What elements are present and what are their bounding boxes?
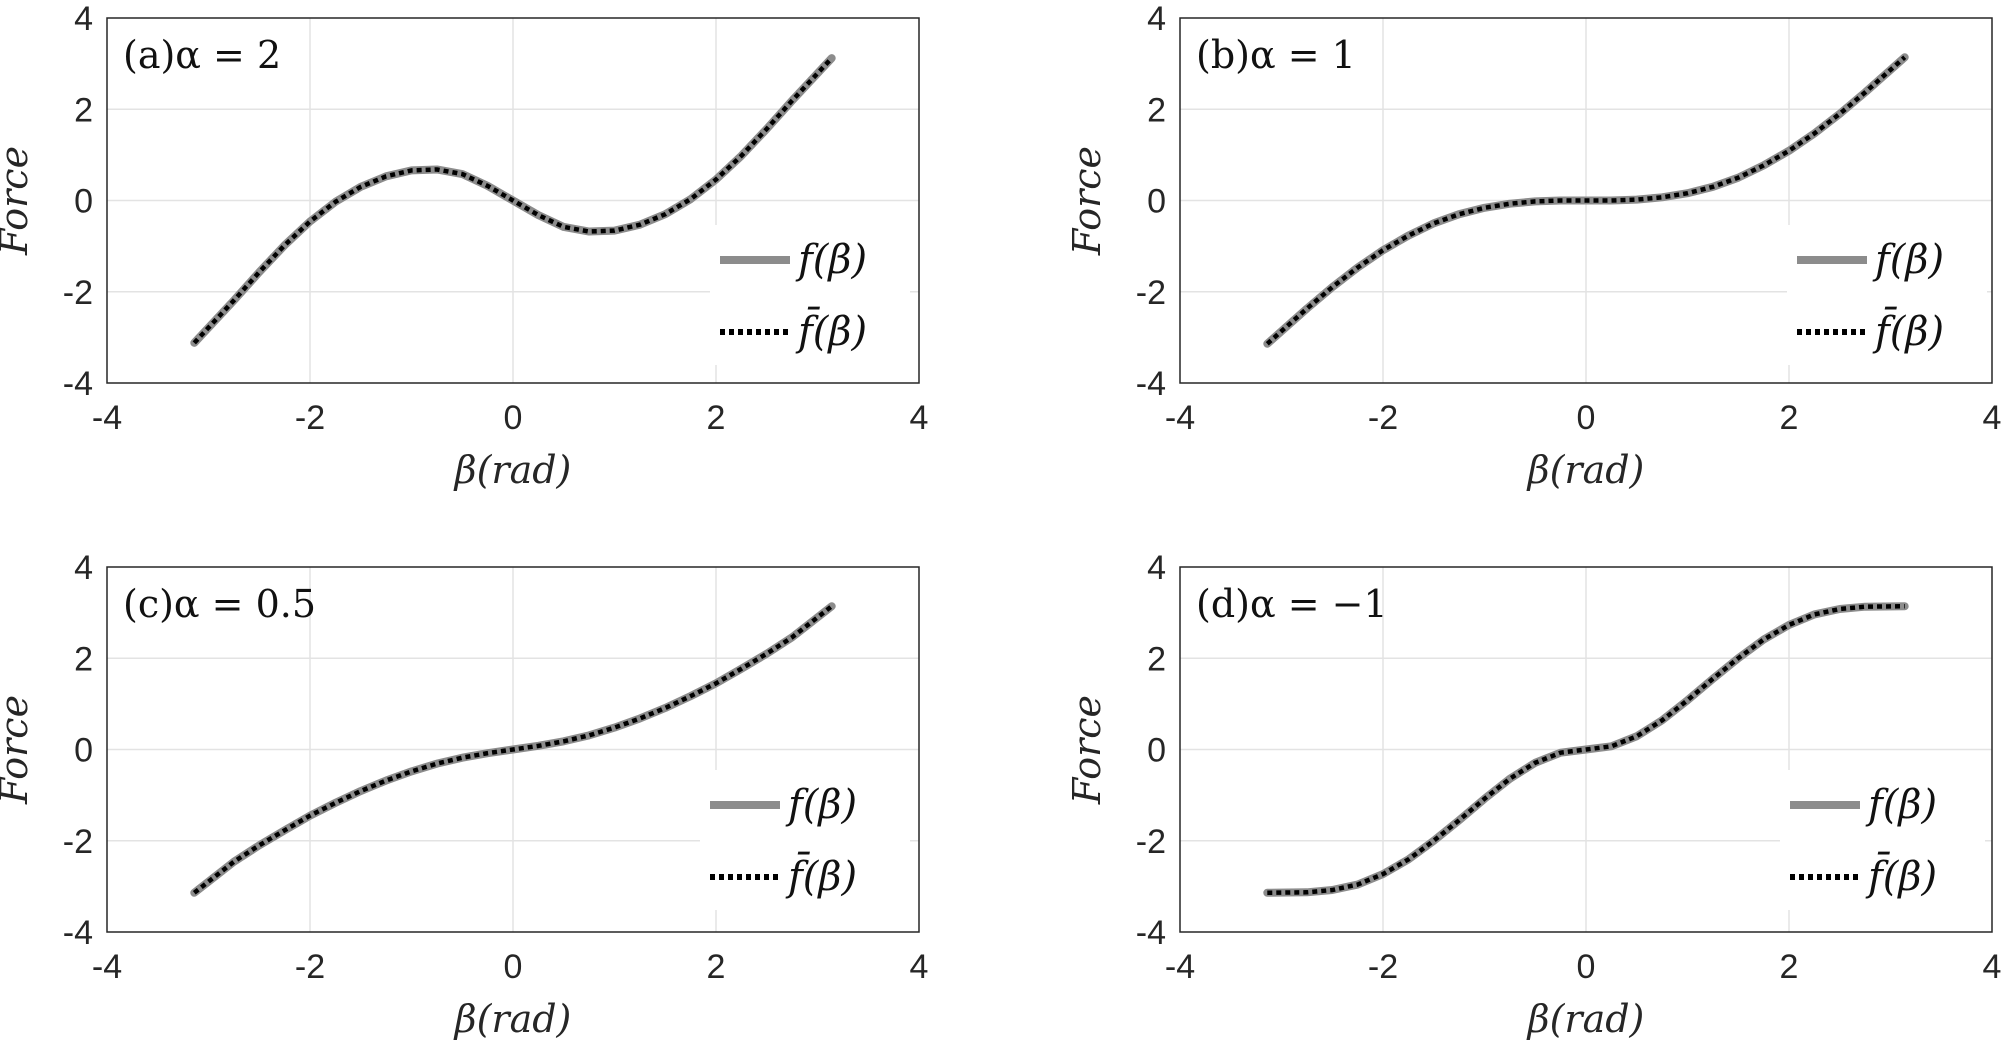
x-tick-label: -4 <box>92 399 122 437</box>
x-tick-label: 4 <box>1983 399 2002 437</box>
panel-label: (b)α = 1 <box>1196 33 1356 77</box>
y-tick-label: -2 <box>63 823 93 861</box>
legend: f(β) f̄(β) <box>710 225 910 365</box>
y-tick-label: 2 <box>1147 91 1166 129</box>
legend-label-f: f(β) <box>785 782 857 828</box>
legend: f(β) f̄(β) <box>700 770 910 910</box>
x-tick-label: 0 <box>1577 948 1596 986</box>
y-tick-label: 0 <box>1147 183 1166 221</box>
y-axis-label: Force <box>1065 146 1109 256</box>
legend-box <box>1780 770 1985 910</box>
x-tick-label: 2 <box>1780 948 1799 986</box>
series-line-f-bar <box>192 56 834 345</box>
legend-label-f-bar: f̄(β) <box>1865 851 1937 900</box>
x-tick-label: 0 <box>504 948 523 986</box>
axes-frame <box>1179 17 1993 384</box>
y-tick-label: 4 <box>74 549 93 587</box>
y-tick-label: 0 <box>74 732 93 770</box>
panel-label: (d)α = −1 <box>1196 582 1388 626</box>
legend-label-f-bar: f̄(β) <box>795 306 867 355</box>
series-line-f-bar <box>192 604 834 895</box>
x-axis-label: β(rad) <box>453 448 572 492</box>
x-axis-label: β(rad) <box>453 997 572 1041</box>
legend-box <box>1787 225 1987 365</box>
x-tick-label: 4 <box>1983 948 2002 986</box>
legend-box <box>700 770 910 910</box>
chart-panel-1: -4 -2 0 2 4 -4 -2 0 2 4 β(rad) Force (a)α = 2 f(β) f̄(… <box>0 0 928 492</box>
y-tick-label: 2 <box>74 640 93 678</box>
y-tick-label: 4 <box>74 0 93 38</box>
x-tick-label: -2 <box>1368 399 1398 437</box>
panel-label: (c)α = 0.5 <box>123 582 316 626</box>
y-axis-label: Force <box>0 695 36 805</box>
axes-frame <box>106 17 920 384</box>
x-tick-label: 2 <box>707 948 726 986</box>
x-tick-label: 2 <box>707 399 726 437</box>
y-tick-label: 4 <box>1147 549 1166 587</box>
y-tick-label: 0 <box>1147 732 1166 770</box>
x-axis-label: β(rad) <box>1526 997 1645 1041</box>
legend-label-f-bar: f̄(β) <box>1872 306 1944 355</box>
x-tick-label: 4 <box>910 948 929 986</box>
chart-panel-4: -4 -2 0 2 4 -4 -2 0 2 4 β(rad) Force (d)α = −1 f(β) f̄… <box>1065 549 2001 1041</box>
x-tick-label: -4 <box>1165 399 1195 437</box>
y-tick-label: -2 <box>63 274 93 312</box>
panel-label: (a)α = 2 <box>123 33 281 77</box>
series-line-f-bar <box>1267 603 1905 896</box>
x-tick-label: 0 <box>1577 399 1596 437</box>
x-tick-label: 0 <box>504 399 523 437</box>
y-tick-label: -4 <box>1136 914 1166 952</box>
y-tick-label: -4 <box>1136 365 1166 403</box>
y-axis-label: Force <box>0 146 36 256</box>
y-tick-label: 0 <box>74 183 93 221</box>
axes-frame <box>106 566 920 933</box>
legend: f(β) f̄(β) <box>1787 225 1987 365</box>
y-axis-label: Force <box>1065 695 1109 805</box>
y-tick-label: -4 <box>63 914 93 952</box>
x-tick-label: -2 <box>1368 948 1398 986</box>
y-tick-label: 2 <box>74 91 93 129</box>
legend-label-f: f(β) <box>1872 237 1944 283</box>
x-tick-label: 2 <box>1780 399 1799 437</box>
y-tick-label: 4 <box>1147 0 1166 38</box>
x-tick-label: -4 <box>1165 948 1195 986</box>
legend-label-f-bar: f̄(β) <box>785 851 857 900</box>
series-line-f-bar <box>1265 55 1907 346</box>
chart-panel-2: -4 -2 0 2 4 -4 -2 0 2 4 β(rad) Force (b)α = 1 f(β) f̄(… <box>1065 0 2001 492</box>
x-tick-label: -4 <box>92 948 122 986</box>
x-tick-label: 4 <box>910 399 929 437</box>
y-tick-label: -2 <box>1136 274 1166 312</box>
legend: f(β) f̄(β) <box>1780 770 1985 910</box>
legend-label-f: f(β) <box>1865 782 1937 828</box>
legend-label-f: f(β) <box>795 237 867 283</box>
y-tick-label: 2 <box>1147 640 1166 678</box>
axes-frame <box>1179 566 1993 933</box>
x-tick-label: -2 <box>295 399 325 437</box>
x-axis-label: β(rad) <box>1526 448 1645 492</box>
y-tick-label: -2 <box>1136 823 1166 861</box>
x-tick-label: -2 <box>295 948 325 986</box>
legend-box <box>710 225 910 365</box>
y-tick-label: -4 <box>63 365 93 403</box>
